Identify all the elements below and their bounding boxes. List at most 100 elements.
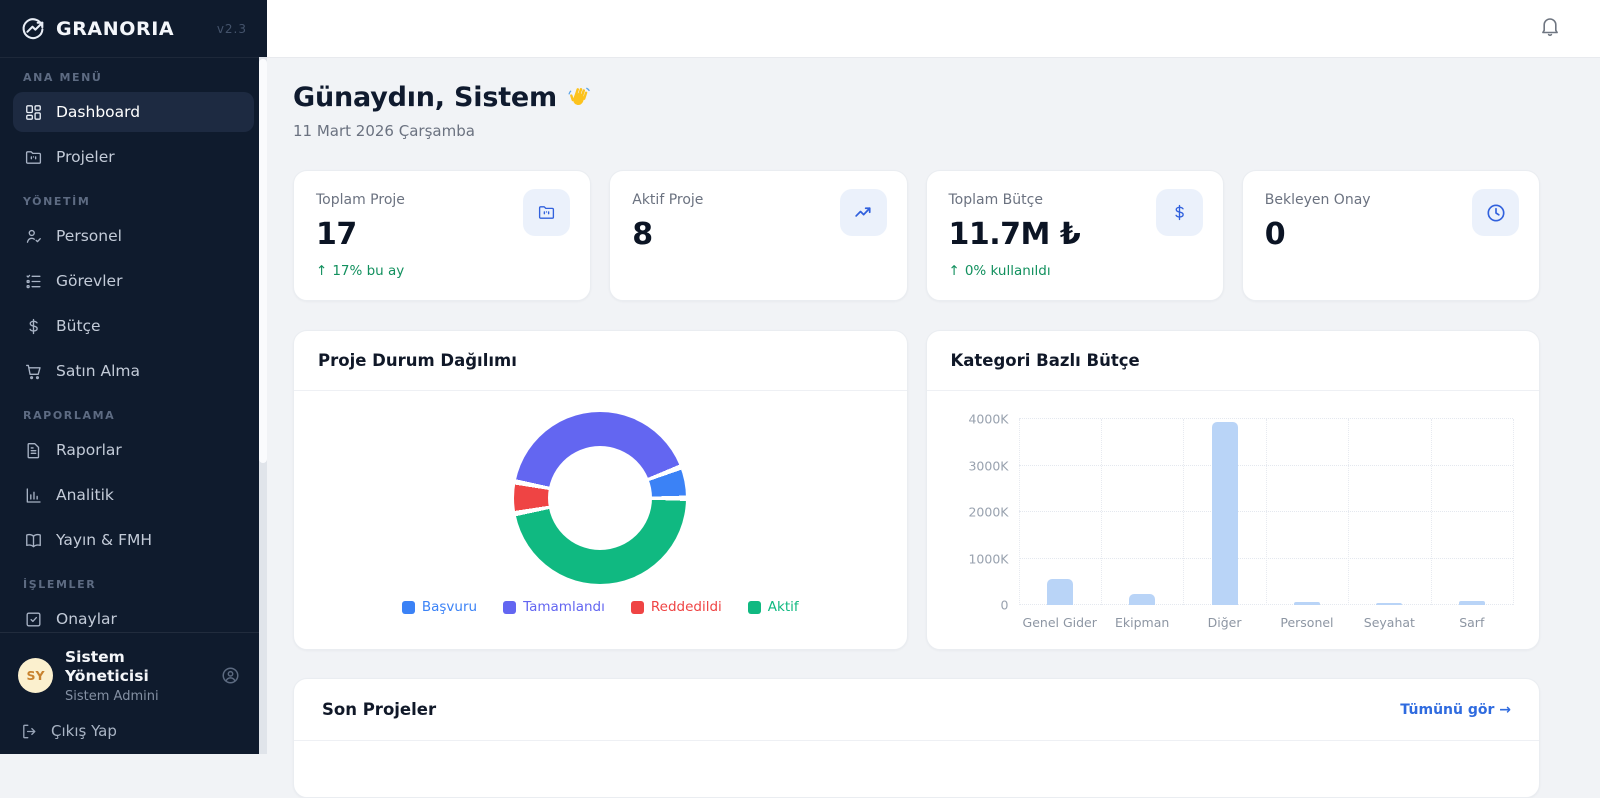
user-profile[interactable]: SY Sistem Yöneticisi Sistem Admini [18, 648, 241, 704]
sidebar-item-yay-n-fmh[interactable]: Yayın & FMH [13, 520, 254, 560]
app-logo: GRANORIA v2.3 [0, 0, 267, 58]
bar-column-seyahat [1348, 419, 1430, 605]
stat-trend-text: 17% bu ay [332, 263, 405, 279]
dashboard-grid-icon [24, 103, 43, 122]
stat-trend-text: 0% kullanıldı [964, 263, 1051, 279]
bar-column-di-er [1183, 419, 1265, 605]
book-open-icon [24, 531, 43, 550]
nav-section-label: ANA MENÜ [23, 71, 103, 84]
donut-chart [514, 412, 687, 584]
legend-item-reddedildi[interactable]: Reddedildi [630, 599, 722, 615]
charts-row: Proje Durum Dağılımı Başvuru Tamamlandı Re… [293, 330, 1540, 650]
sidebar-item-label: Analitik [56, 486, 114, 504]
donut-chart-body: Başvuru Tamamlandı Reddedildi Aktif [294, 391, 907, 649]
gridline [1513, 419, 1514, 605]
x-axis-label: Personel [1280, 615, 1334, 630]
category-budget-card: Kategori Bazlı Bütçe 0 1000K 2000K 3000K 400… [925, 330, 1540, 650]
legend-swatch [503, 600, 517, 614]
logout-icon [20, 722, 39, 741]
gridline [1018, 419, 1020, 605]
greeting-text: Günaydın, Sistem [293, 82, 557, 113]
folder-icon [523, 189, 571, 236]
waving-hand-emoji [566, 85, 592, 111]
page-title: Günaydın, Sistem [293, 82, 592, 113]
stat-value: 0 [1264, 217, 1286, 252]
sidebar-item-sat-n-alma[interactable]: Satın Alma [13, 351, 254, 391]
y-axis-tick: 2000K [968, 504, 1009, 520]
stat-value: 17 [316, 217, 357, 252]
logout-label: Çıkış Yap [51, 722, 117, 741]
app-version: v2.3 [216, 21, 247, 36]
sidebar-scrollbar[interactable] [259, 57, 267, 754]
y-axis-tick: 3000K [968, 458, 1009, 473]
legend-label: Aktif [767, 599, 799, 615]
legend-item-ba-vuru[interactable]: Başvuru [401, 599, 477, 615]
legend-item-tamamland-[interactable]: Tamamlandı [503, 599, 605, 615]
sidebar-item-raporlar[interactable]: Raporlar [13, 430, 254, 470]
recent-projects-section: Son Projeler Tümünü gör → [293, 678, 1540, 798]
sidebar-item-label: Raporlar [56, 441, 122, 459]
donut-hole [548, 446, 653, 550]
x-axis-label: Seyahat [1363, 615, 1415, 630]
sidebar-nav: ANA MENÜ Dashboard Projeler YÖNETİM Personel… [0, 57, 267, 632]
sidebar-item-label: Yayın & FMH [56, 531, 153, 549]
arrow-up-icon: ↑ [948, 263, 960, 279]
gridline [1018, 418, 1513, 419]
sidebar-item-analitik[interactable]: Analitik [13, 475, 254, 515]
legend-swatch [401, 600, 415, 614]
sidebar-item-label: Satın Alma [56, 362, 140, 380]
bar-column-personel [1266, 419, 1348, 605]
bar-chart-title: Kategori Bazlı Bütçe [950, 351, 1140, 370]
stat-card-toplam-b-t-e: Toplam Bütçe 11.7M ₺ ↑ 0% kullanıldı [925, 170, 1224, 301]
legend-item-aktif[interactable]: Aktif [747, 599, 799, 615]
y-axis-tick: 0 [1000, 597, 1009, 613]
see-all-link[interactable]: Tümünü gör → [1400, 701, 1511, 718]
bar [1211, 422, 1238, 605]
arrow-up-icon: ↑ [316, 263, 328, 279]
x-axis-label: Sarf [1459, 615, 1485, 630]
app-name: GRANORIA [56, 17, 175, 40]
sidebar-item-label: Dashboard [56, 103, 141, 121]
stat-label: Aktif Proje [632, 192, 704, 208]
bell-icon[interactable] [1538, 14, 1562, 38]
gridline [1183, 419, 1185, 605]
sidebar-item-dashboard[interactable]: Dashboard [13, 92, 254, 132]
nav-section-label: YÖNETİM [23, 195, 91, 208]
sidebar-item-projeler[interactable]: Projeler [13, 137, 254, 177]
nav-section-label: RAPORLAMA [23, 409, 116, 422]
user-role: Sistem Admini [65, 688, 159, 704]
stat-trend: ↑ 17% bu ay [316, 263, 568, 279]
user-circle-icon[interactable] [220, 665, 241, 686]
legend-swatch [747, 600, 761, 614]
recent-projects-title: Son Projeler [322, 700, 437, 719]
trending-up-icon [839, 189, 887, 236]
granoria-logo-icon [20, 16, 46, 42]
x-axis-label: Diğer [1207, 615, 1242, 630]
sidebar-item-b-t-e[interactable]: Bütçe [13, 306, 254, 346]
bar [1129, 594, 1156, 605]
person-check-icon [24, 227, 43, 246]
donut-legend: Başvuru Tamamlandı Reddedildi Aktif [401, 599, 799, 615]
recent-projects-card: Son Projeler Tümünü gör → [293, 678, 1540, 798]
sidebar-item-label: Bütçe [56, 317, 101, 335]
bar [1458, 600, 1485, 605]
sidebar-scrollbar-thumb[interactable] [259, 59, 267, 463]
task-list-icon [24, 272, 43, 291]
sidebar-item-onaylar[interactable]: Onaylar [13, 599, 254, 632]
stat-label: Toplam Bütçe [948, 192, 1043, 208]
y-axis-tick: 1000K [968, 551, 1009, 566]
donut-chart-title: Proje Durum Dağılımı [318, 351, 517, 370]
user-name: Sistem Yöneticisi [65, 648, 149, 686]
sidebar-item-g-revler[interactable]: Görevler [13, 261, 254, 301]
gridline [1430, 419, 1432, 605]
sidebar-item-label: Personel [56, 227, 122, 245]
gridline [1265, 419, 1267, 605]
stat-card-bekleyen-onay: Bekleyen Onay 0 [1241, 170, 1540, 301]
sidebar-item-personel[interactable]: Personel [13, 216, 254, 256]
logout-button[interactable]: Çıkış Yap [18, 722, 241, 741]
greeting-section: Günaydın, Sistem 11 Mart 2026 Çarşamba [293, 82, 592, 140]
sidebar: GRANORIA v2.3 ANA MENÜ Dashboard Projeler Y… [0, 0, 267, 754]
gridline [1100, 419, 1102, 605]
bar [1376, 603, 1403, 605]
sidebar-item-label: Görevler [56, 272, 123, 290]
